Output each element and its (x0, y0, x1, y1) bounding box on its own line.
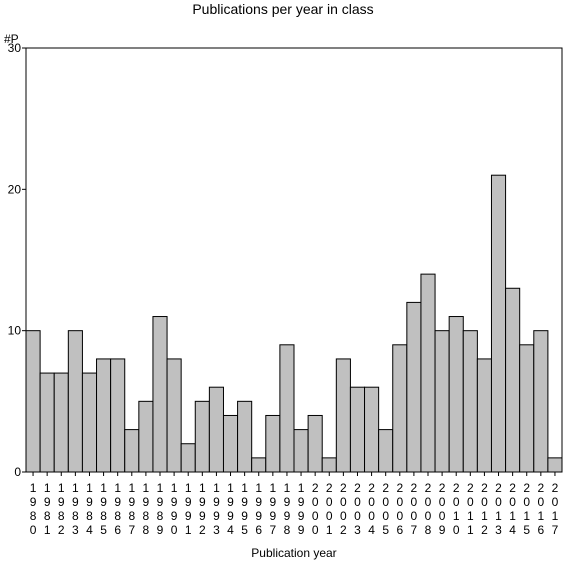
bar-1984 (81, 372, 98, 473)
bar-2011 (462, 330, 478, 473)
bar-1992 (194, 400, 210, 473)
bar-1994 (222, 414, 239, 473)
bar-1985 (96, 358, 112, 473)
bar-1988 (138, 400, 154, 473)
bar-2012 (476, 358, 492, 473)
bar-2001 (321, 457, 337, 473)
bars (25, 174, 563, 473)
bar-2000 (307, 414, 323, 473)
plot-frame (25, 47, 563, 473)
bar-1986 (110, 358, 126, 473)
y-tick-label-10: 10 (8, 324, 22, 338)
y-tick-label-20: 20 (8, 182, 22, 196)
y-tick-label-30: 30 (8, 41, 22, 55)
bar-2006 (392, 344, 408, 473)
bar-1981 (39, 372, 55, 473)
bar-1998 (279, 344, 295, 473)
bar-2002 (335, 358, 351, 473)
y-tick-label-0: 0 (14, 465, 21, 479)
bar-1989 (152, 316, 168, 473)
bar-2007 (406, 301, 422, 473)
bar-2013 (490, 174, 507, 473)
bar-2008 (420, 273, 436, 473)
bar-1993 (208, 386, 224, 473)
bar-2004 (364, 386, 380, 473)
bar-2009 (434, 330, 450, 473)
bar-2014 (505, 287, 521, 473)
bar-1982 (53, 372, 69, 473)
y-axis-label: #P (4, 32, 19, 46)
x-axis-label: Publication year (251, 546, 336, 560)
bar-2015 (519, 344, 535, 473)
bar-1997 (265, 414, 281, 473)
bar-1980 (25, 330, 41, 473)
bar-1991 (180, 443, 196, 473)
bar-2003 (349, 386, 366, 473)
bar-1996 (251, 457, 267, 473)
chart-title: Publications per year in class (192, 1, 373, 17)
bar-1987 (124, 429, 140, 473)
bar-2016 (533, 330, 549, 473)
bar-1995 (237, 400, 253, 473)
bar-1983 (67, 330, 83, 473)
bar-2005 (378, 429, 394, 473)
bar-1990 (166, 358, 182, 473)
x-axis: 1 9 8 0 1 9 8 1 1 9 8 2 1 9 8 3 1 9 8 4 1 9 8 5 1 9 8 6 1 9 8 7 1 9 8 8 1 9 8 9… (30, 472, 559, 537)
bar-2017 (547, 457, 563, 473)
bar-2010 (448, 316, 464, 473)
y-axis: 0 10 20 30 (8, 41, 26, 479)
bar-1999 (293, 429, 309, 473)
